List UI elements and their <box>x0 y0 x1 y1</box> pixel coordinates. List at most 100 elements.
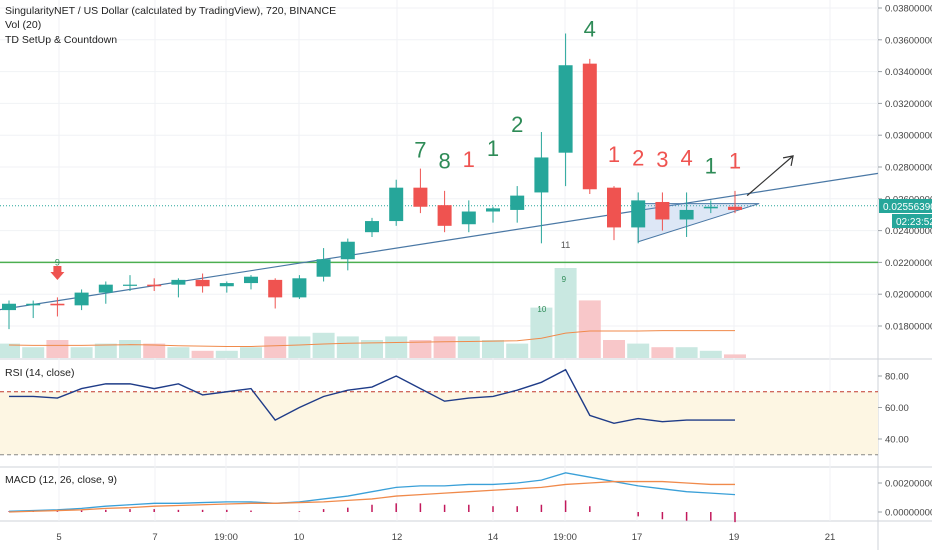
candle-body <box>461 211 476 225</box>
candle-body <box>728 206 742 210</box>
volume-bar <box>627 343 650 358</box>
volume-bar <box>240 347 262 358</box>
volume-bar <box>409 340 432 358</box>
volume-count-label: 10 <box>537 305 546 314</box>
volume-bar <box>46 340 69 358</box>
candle-body <box>582 63 597 190</box>
candle-body <box>268 279 283 298</box>
candle-body <box>50 303 65 306</box>
td-count-label: 2 <box>632 145 644 170</box>
price-tick-label: 0.01800000 <box>885 322 932 333</box>
candle-body <box>413 187 428 207</box>
volume-bars: 10 9 <box>0 268 746 358</box>
candle-body <box>534 157 549 193</box>
macd-tick-label: 0.00200000 <box>885 479 932 490</box>
volume-bar <box>433 336 456 358</box>
volume-bar <box>191 350 214 358</box>
volume-bar <box>603 340 625 358</box>
candle-body <box>655 201 670 220</box>
time-tick-label: 17 <box>632 532 643 543</box>
candle-body <box>98 284 113 293</box>
volume-bar <box>530 307 553 358</box>
candle-body <box>2 303 16 311</box>
rsi-tick-label: 80.00 <box>885 372 909 383</box>
volume-ma-line <box>8 330 735 347</box>
volume-bar <box>361 340 383 358</box>
volume-bar <box>167 347 190 358</box>
macd-tick-label: 0.00000000 <box>885 508 932 519</box>
candle-body <box>365 221 379 233</box>
time-tick-label: 10 <box>294 532 305 543</box>
rsi-pane: 80.00 60.00 40.00 <box>0 368 909 456</box>
volume-bar <box>143 343 166 358</box>
time-tick-label: 5 <box>56 532 61 543</box>
volume-bar <box>70 347 93 358</box>
price-tick-label: 0.03800000 <box>885 4 932 15</box>
volume-bar <box>264 336 287 358</box>
td-count-label: 3 <box>656 147 668 172</box>
candle-body <box>26 303 41 306</box>
candle-body <box>195 279 210 287</box>
rsi-line <box>9 368 735 424</box>
time-tick-label: 19:00 <box>553 532 577 543</box>
time-tick-label: 21 <box>825 532 836 543</box>
volume-bar <box>554 268 577 358</box>
macd-label[interactable]: MACD (12, 26, close, 9) <box>5 474 117 486</box>
candle-body <box>558 65 573 153</box>
candle-body <box>171 279 186 285</box>
volume-bar <box>699 350 722 358</box>
td-count-label: 11 <box>561 240 570 250</box>
candle-body <box>147 284 162 287</box>
td-count-label: 9 <box>55 258 60 268</box>
last-price-tag <box>879 199 932 213</box>
td-count-label: 4 <box>680 145 692 170</box>
volume-bar <box>312 332 335 358</box>
td-count-label: 1 <box>705 153 717 178</box>
td-count-label: 1 <box>729 149 741 174</box>
rsi-tick-label: 60.00 <box>885 403 909 414</box>
candle-body <box>316 259 331 277</box>
time-tick-label: 14 <box>488 532 499 543</box>
td-count-label: 8 <box>438 149 450 174</box>
volume-bar <box>94 343 117 358</box>
rsi-label[interactable]: RSI (14, close) <box>5 367 74 379</box>
td-count-label: 1 <box>463 147 475 172</box>
volume-count-label: 9 <box>562 275 567 284</box>
volume-study-label[interactable]: Vol (20) <box>5 19 41 31</box>
candle-body <box>123 284 137 286</box>
trendline <box>0 172 879 311</box>
td-count-label: 4 <box>584 17 596 42</box>
candle-body <box>486 208 500 212</box>
price-tick-label: 0.03400000 <box>885 67 932 78</box>
volume-bar <box>119 340 141 358</box>
rsi-band <box>0 391 878 455</box>
price-tick-label: 0.02000000 <box>885 290 932 301</box>
td-count-label: 7 <box>414 137 426 162</box>
candle-body <box>679 209 694 220</box>
volume-bar <box>336 336 359 358</box>
td-count-label: 1 <box>487 136 499 161</box>
sell-signal-arrow <box>50 266 65 280</box>
time-tick-label: 19:00 <box>214 532 238 543</box>
volume-bar <box>482 340 504 358</box>
volume-bar <box>22 347 45 358</box>
candle-body <box>607 187 621 228</box>
td-count-label: 1 <box>608 142 620 167</box>
volume-bar <box>0 343 20 358</box>
symbol-title[interactable]: SingularityNET / US Dollar (calculated b… <box>5 5 336 17</box>
volume-bar <box>675 347 698 358</box>
time-tick-label: 7 <box>152 532 157 543</box>
drawing-overlays[interactable] <box>0 155 879 311</box>
price-tick-label: 0.02800000 <box>885 163 932 174</box>
price-axis[interactable]: 0.01800000 0.02000000 0.02200000 0.02400000… <box>878 4 932 333</box>
td-count-label: 2 <box>511 112 523 137</box>
price-tick-label: 0.03200000 <box>885 99 932 110</box>
rsi-tick-label: 40.00 <box>885 435 909 446</box>
td-study-label[interactable]: TD SetUp & Countdown <box>5 34 117 46</box>
projection-arrow <box>746 155 794 197</box>
time-axis[interactable]: 5 7 19:00 10 12 14 19:00 17 19 21 <box>56 532 835 543</box>
bar-countdown: 02:23:52 <box>896 217 932 228</box>
td-setup-labels: 9781123412341111 <box>55 0 741 268</box>
